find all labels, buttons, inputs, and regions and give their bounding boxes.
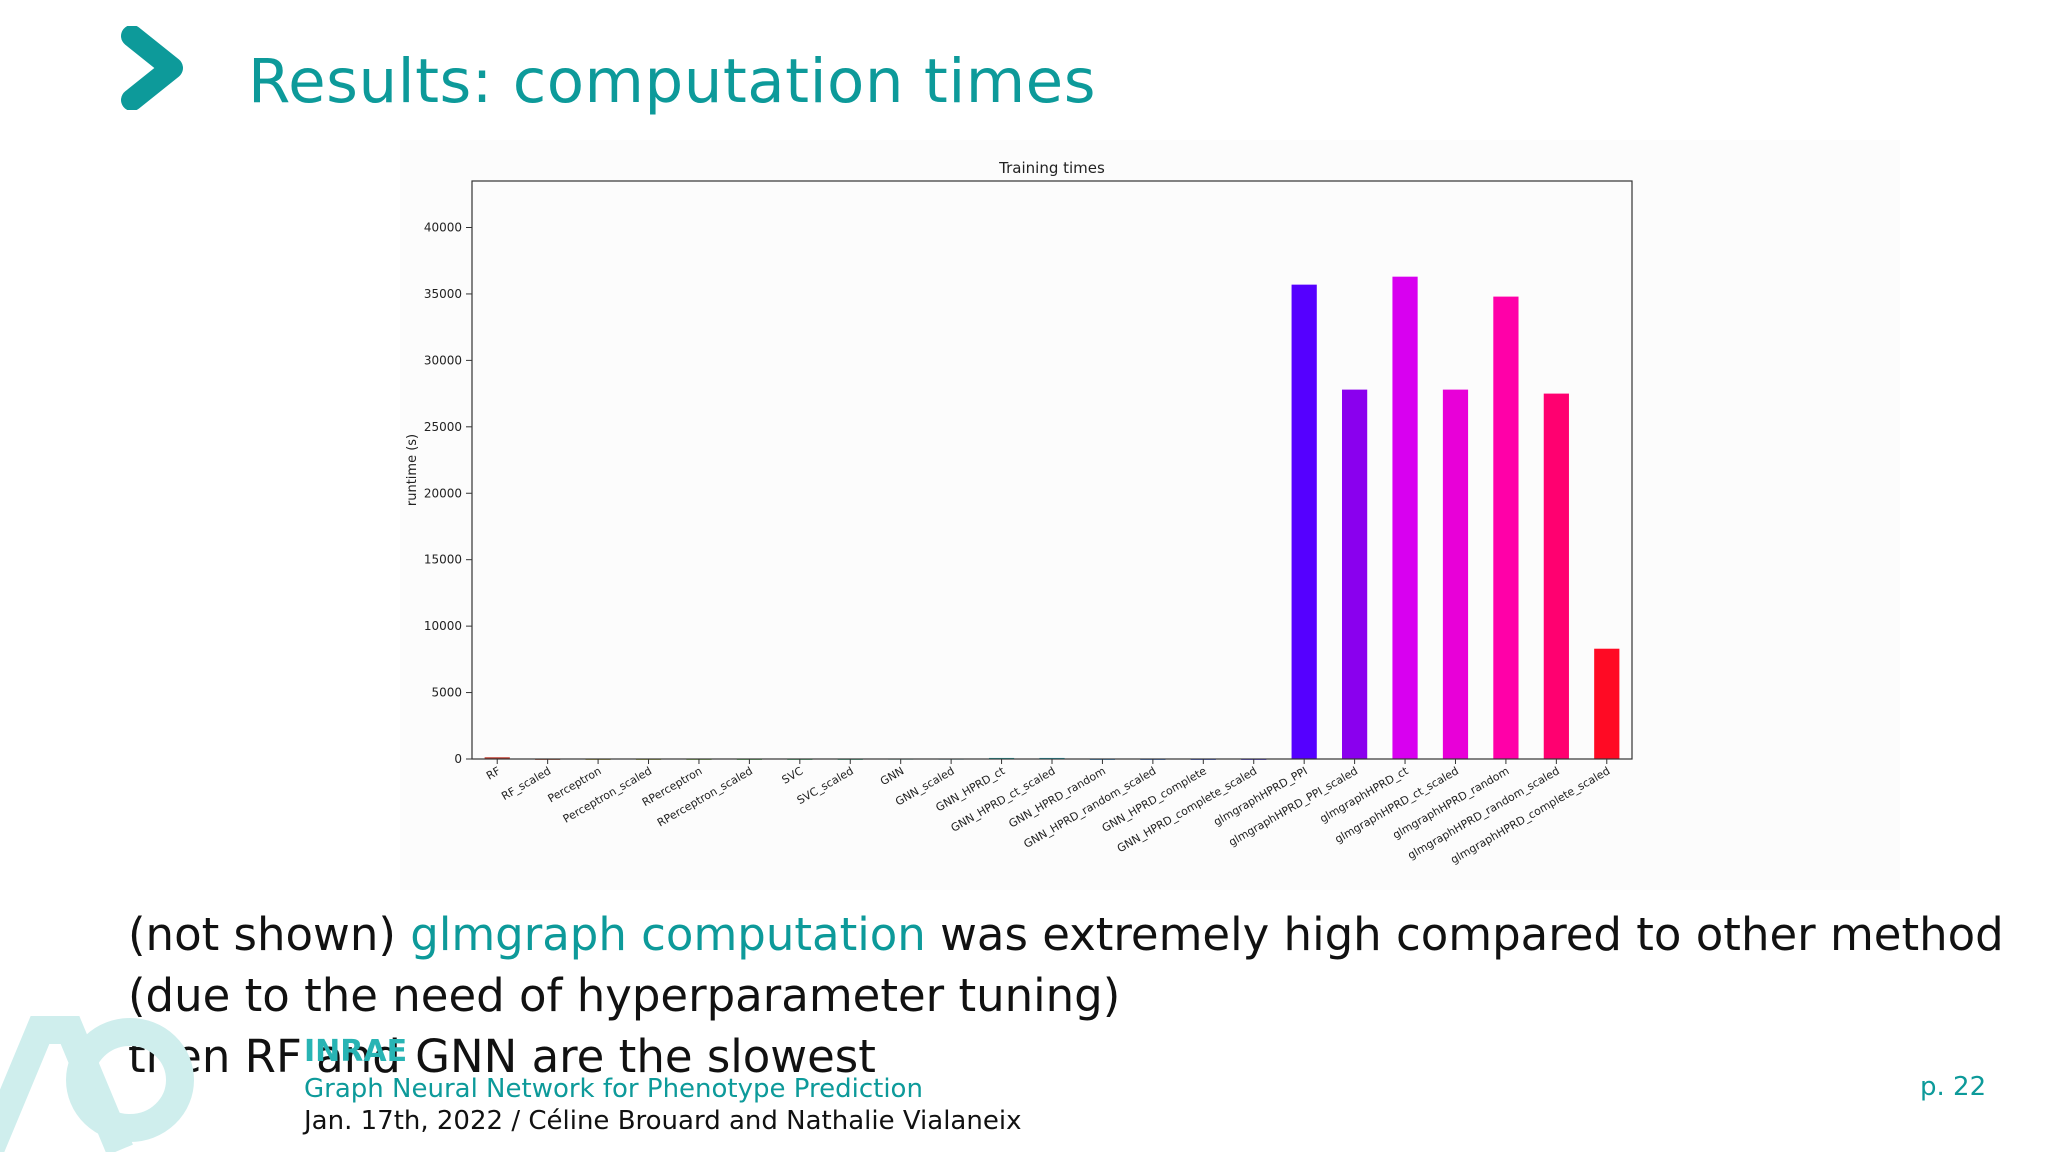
y-tick-label: 35000 [424, 287, 462, 301]
body-text-line3: then RF and GNN are the slowest [128, 1030, 876, 1083]
plot-frame [471, 180, 1633, 760]
chart-background [400, 140, 1900, 890]
y-tick-label: 15000 [424, 553, 462, 567]
y-tick-label: 25000 [424, 420, 462, 434]
x-tick-label: GNN [878, 764, 906, 788]
bar [1392, 276, 1418, 759]
y-tick-label: 20000 [424, 486, 462, 500]
y-tick-label: 40000 [424, 221, 462, 235]
bar [1291, 284, 1317, 759]
footer-date-authors: Jan. 17th, 2022 / Céline Brouard and Nat… [304, 1106, 1022, 1136]
chart-title: Training times [998, 159, 1105, 177]
x-tick-label: SVC [780, 764, 806, 787]
ae-logo-watermark [0, 1016, 194, 1152]
body-text-line2: (due to the need of hyperparameter tunin… [128, 969, 1121, 1022]
inrae-logo-text: INRAE [304, 1034, 408, 1069]
y-axis-label: runtime (s) [405, 434, 420, 506]
page-number: p. 22 [1920, 1072, 1987, 1102]
x-tick-label: RPerceptron_scaled [655, 764, 755, 829]
bar [484, 757, 510, 759]
y-tick-label: 10000 [424, 619, 462, 633]
bar [1493, 296, 1519, 759]
y-tick-label: 0 [454, 752, 462, 766]
x-tick-label: SVC_scaled [795, 764, 856, 807]
bar [1594, 648, 1620, 759]
x-tick-label: Perceptron_scaled [561, 764, 654, 825]
body-text-line1: (not shown) glmgraph computation was ext… [128, 904, 2004, 965]
body-text-rest: was extremely high compared to other met… [925, 908, 2004, 961]
slide-title: Results: computation times [248, 46, 1096, 117]
y-tick-label: 5000 [431, 686, 462, 700]
bar [1442, 389, 1469, 759]
bar [1342, 389, 1368, 759]
x-tick-label: RF [484, 764, 503, 782]
x-tick-label: RF_scaled [499, 764, 553, 803]
body-text-prefix: (not shown) [128, 908, 411, 961]
y-tick-label: 30000 [424, 353, 462, 367]
footer-subtitle: Graph Neural Network for Phenotype Predi… [304, 1074, 923, 1104]
body-text-highlight: glmgraph computation [410, 908, 926, 961]
chevron-right-icon [121, 26, 183, 110]
bar [1543, 393, 1569, 759]
